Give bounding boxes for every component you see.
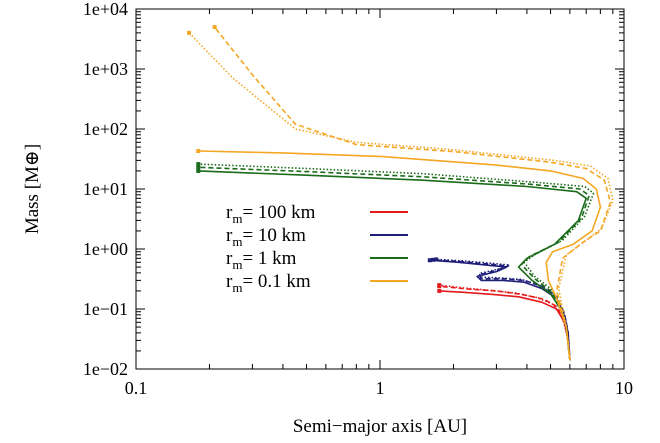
series-end-marker (437, 283, 442, 288)
series-line (433, 259, 571, 361)
y-tick-label: 1e−02 (83, 359, 128, 379)
axis-ticks (135, 9, 624, 370)
series-end-marker (196, 165, 201, 170)
series-line (439, 290, 571, 361)
y-tick-label: 1e+00 (83, 239, 128, 259)
y-tick-label: 1e−01 (83, 299, 128, 319)
series-end-marker (196, 162, 201, 167)
series-layer (187, 25, 614, 361)
x-tick-label: 10 (615, 378, 633, 398)
series-end-marker (196, 168, 201, 173)
y-axis-title: Mass [M⊕] (22, 144, 43, 234)
legend-label: rm= 10 km (226, 225, 306, 249)
series-end-marker (427, 258, 432, 263)
y-axis-title-text: Mass [M⊕] (22, 144, 43, 234)
series-end-marker (434, 257, 439, 262)
series-end-marker (437, 288, 442, 293)
series-line (429, 259, 571, 361)
y-tick-label: 1e+01 (83, 179, 128, 199)
series-line (198, 170, 588, 361)
x-tick-label: 1 (376, 378, 385, 398)
x-tick-label: 0.1 (125, 378, 148, 398)
y-tick-label: 1e+03 (83, 59, 128, 79)
series-end-marker (212, 25, 217, 30)
axis-tick-labels: 0.1 1 10 1e−02 1e−01 1e+00 1e+01 1e+02 1e+03 1e+0… (83, 0, 633, 398)
legend-label: rm= 1 km (226, 248, 297, 272)
legend-label: rm= 0.1 km (226, 271, 311, 295)
y-tick-label: 1e+04 (83, 0, 128, 19)
y-tick-label: 1e+02 (83, 119, 128, 139)
series-end-marker (196, 148, 201, 153)
series-line (198, 150, 602, 361)
legend-label: rm= 100 km (226, 202, 316, 226)
series-line (213, 26, 612, 361)
series-line (188, 32, 614, 361)
x-axis-title: Semi−major axis [AU] (293, 416, 467, 437)
series-line (436, 258, 571, 361)
series-end-marker (187, 30, 192, 35)
series-end-marker (431, 257, 436, 262)
series-line (439, 285, 571, 361)
series-line (439, 284, 571, 361)
